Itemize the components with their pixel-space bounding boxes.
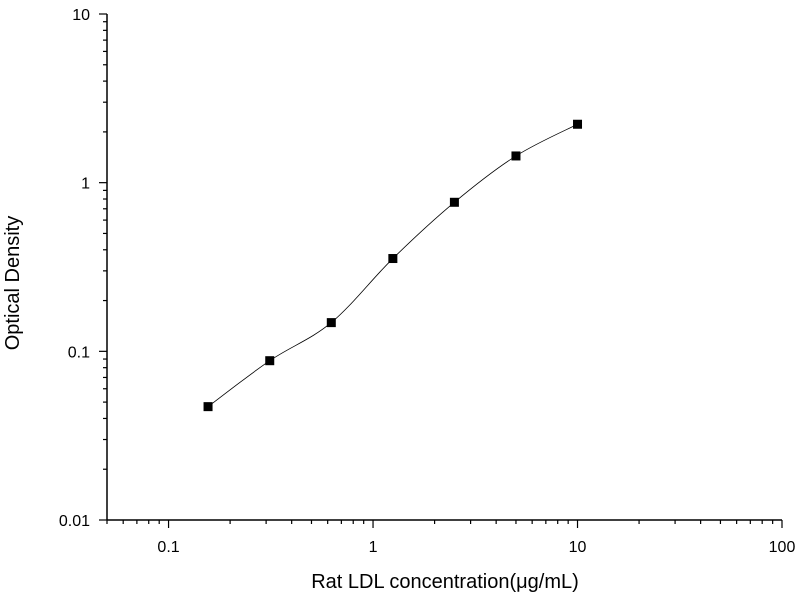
y-axis-ticks (99, 13, 107, 521)
y-tick-label: 10 (72, 7, 90, 24)
x-tick-label: 10 (569, 539, 587, 556)
x-axis-title: Rat LDL concentration(μg/mL) (311, 571, 579, 593)
fit-curve (207, 123, 578, 407)
x-tick-label: 1 (369, 539, 378, 556)
data-points (203, 119, 583, 412)
plot-frame (106, 14, 782, 521)
data-point (511, 151, 521, 161)
y-axis-title: Optical Density (2, 216, 24, 351)
data-point (326, 318, 336, 328)
data-point (449, 197, 459, 207)
x-tick-label: 100 (769, 539, 796, 556)
y-tick-label: 1 (81, 176, 90, 193)
x-axis-ticks (106, 520, 783, 528)
x-axis-tick-labels: 0.1 1 10 100 (157, 539, 795, 556)
x-tick-label: 0.1 (157, 539, 179, 556)
data-point (203, 402, 213, 412)
y-axis-tick-labels: 0.01 0.1 1 10 (59, 7, 90, 530)
y-tick-label: 0.1 (68, 344, 90, 361)
data-point (573, 119, 583, 129)
y-tick-label: 0.01 (59, 513, 90, 530)
data-point (388, 254, 398, 264)
data-point (265, 356, 275, 366)
